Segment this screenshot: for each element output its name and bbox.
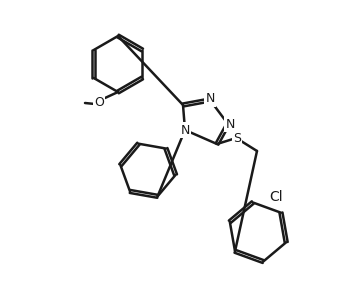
Text: N: N (225, 117, 235, 131)
Text: O: O (94, 95, 104, 109)
Text: S: S (233, 133, 241, 145)
Text: N: N (205, 93, 215, 105)
Text: Cl: Cl (269, 190, 283, 204)
Text: N: N (180, 124, 190, 136)
